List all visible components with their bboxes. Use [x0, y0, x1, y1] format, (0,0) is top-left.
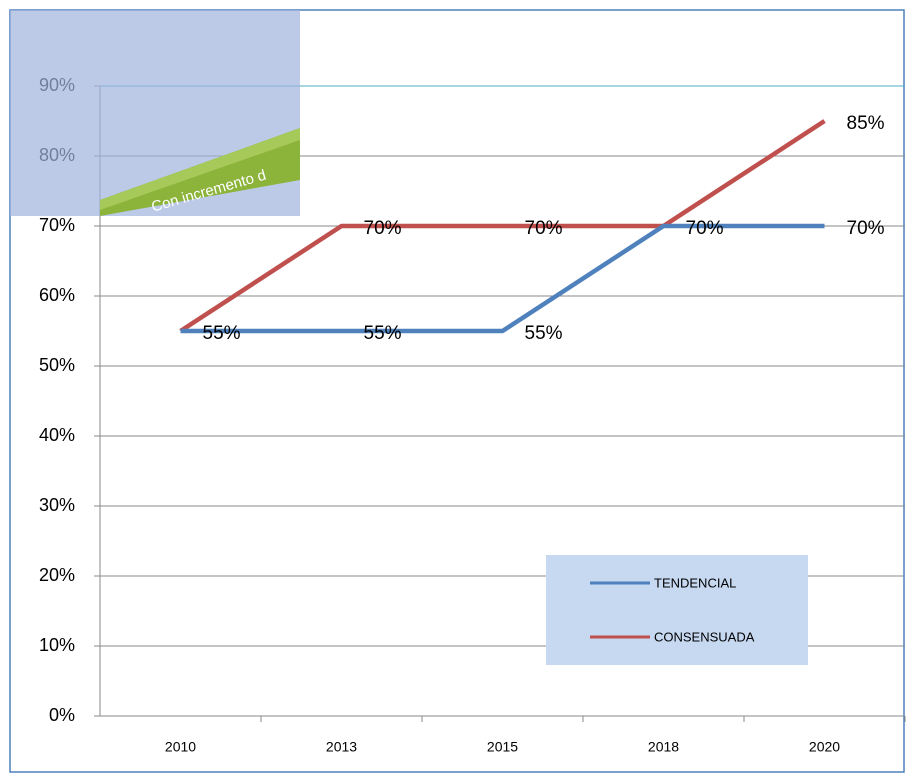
legend-label: TENDENCIAL: [654, 575, 736, 590]
data-label: 70%: [686, 218, 724, 239]
y-tick-label: 40%: [39, 425, 75, 445]
annotation-box: Con incremento d: [10, 10, 300, 216]
data-label: 55%: [203, 323, 241, 344]
data-label: 70%: [364, 218, 402, 239]
x-tick-label: 2010: [165, 739, 196, 755]
y-tick-label: 70%: [39, 215, 75, 235]
data-label: 70%: [847, 218, 885, 239]
series-line: [179, 119, 826, 333]
data-label: 55%: [364, 323, 402, 344]
y-tick-label: 30%: [39, 495, 75, 515]
series-line: [180, 223, 825, 334]
legend-box: [546, 555, 808, 665]
y-tick-label: 10%: [39, 635, 75, 655]
x-tick-label: 2018: [648, 739, 679, 755]
data-label: 85%: [847, 113, 885, 134]
legend-label: CONSENSUADA: [654, 629, 755, 644]
y-tick-label: 20%: [39, 565, 75, 585]
x-tick-label: 2020: [809, 739, 840, 755]
x-tick-label: 2015: [487, 739, 518, 755]
y-tick-label: 60%: [39, 285, 75, 305]
y-tick-label: 50%: [39, 355, 75, 375]
data-label: 55%: [525, 323, 563, 344]
y-tick-label: 0%: [49, 705, 75, 725]
data-label: 70%: [525, 218, 563, 239]
x-tick-label: 2013: [326, 739, 357, 755]
annotation-ribbon-highlight: [100, 128, 300, 210]
